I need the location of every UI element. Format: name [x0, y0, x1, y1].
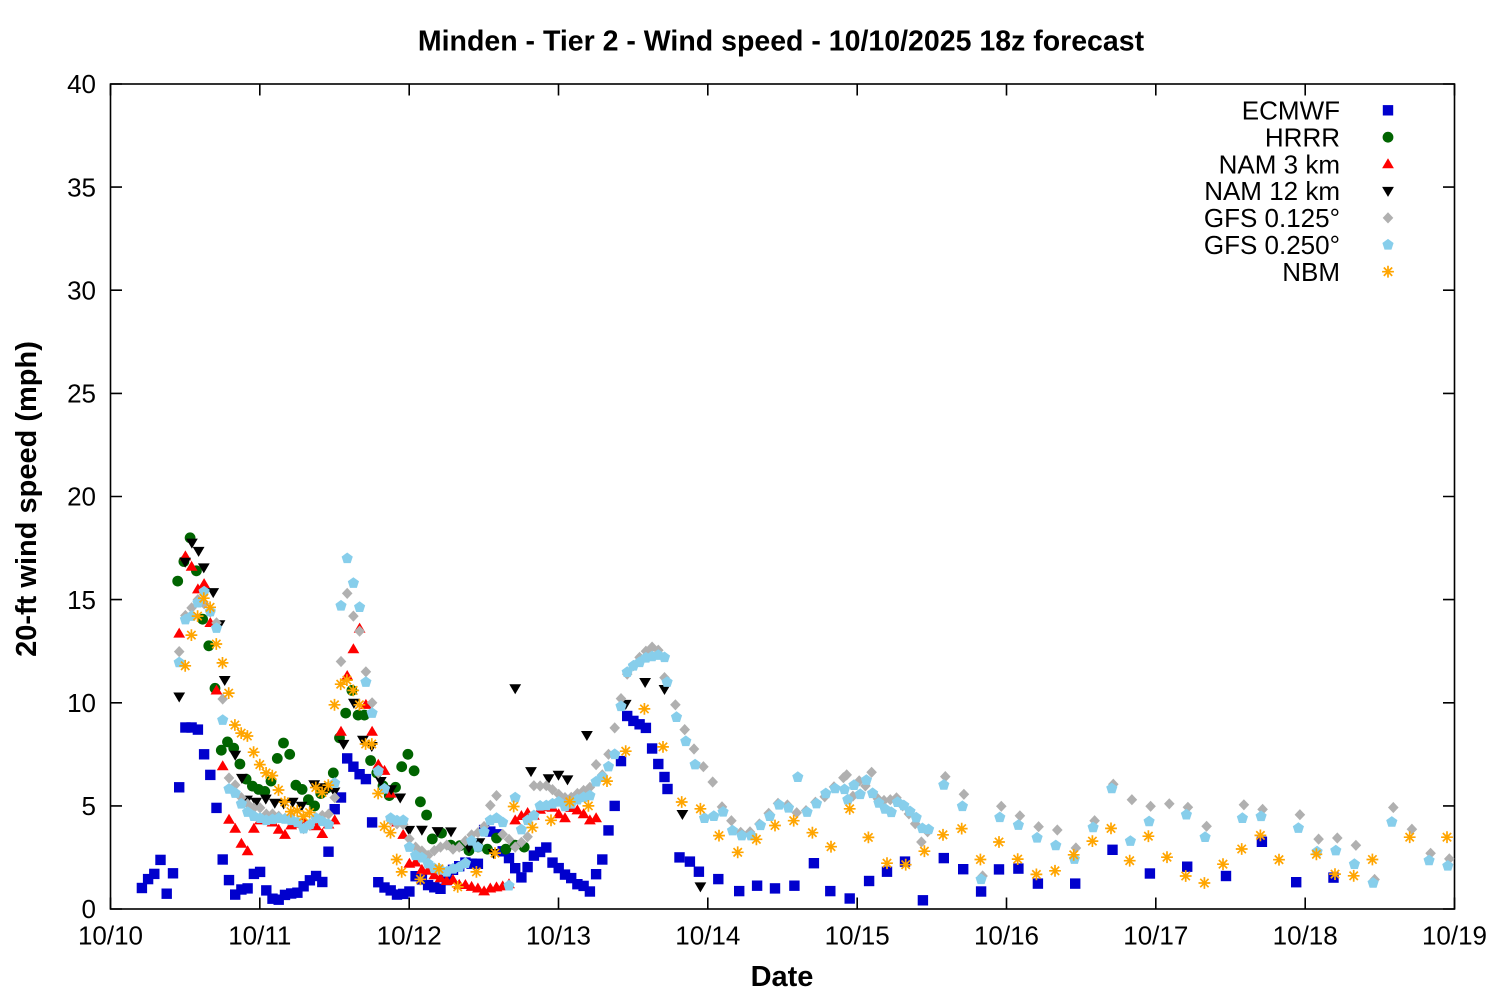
- svg-text:Minden - Tier 2 - Wind speed -: Minden - Tier 2 - Wind speed - 10/10/202…: [418, 26, 1145, 58]
- svg-text:15: 15: [67, 585, 96, 615]
- svg-text:10/11: 10/11: [228, 921, 291, 951]
- svg-text:5: 5: [82, 791, 96, 821]
- svg-text:GFS 0.250°: GFS 0.250°: [1204, 230, 1340, 260]
- svg-text:30: 30: [67, 275, 96, 305]
- svg-text:Date: Date: [751, 961, 814, 993]
- svg-text:0: 0: [82, 894, 96, 924]
- svg-text:10/13: 10/13: [526, 921, 591, 951]
- svg-text:ECMWF: ECMWF: [1242, 96, 1340, 126]
- svg-text:NAM 3 km: NAM 3 km: [1219, 149, 1340, 179]
- svg-text:10/17: 10/17: [1123, 921, 1188, 951]
- svg-text:10/16: 10/16: [974, 921, 1039, 951]
- svg-text:10/18: 10/18: [1273, 921, 1338, 951]
- svg-text:10/19: 10/19: [1422, 921, 1487, 951]
- svg-text:10/10: 10/10: [78, 921, 143, 951]
- svg-text:20: 20: [67, 482, 96, 512]
- svg-text:10/15: 10/15: [825, 921, 890, 951]
- svg-text:10/12: 10/12: [377, 921, 442, 951]
- svg-text:10/14: 10/14: [675, 921, 740, 951]
- svg-text:20-ft wind speed (mph): 20-ft wind speed (mph): [11, 341, 43, 657]
- svg-text:HRRR: HRRR: [1265, 122, 1340, 152]
- svg-text:NBM: NBM: [1282, 257, 1340, 287]
- svg-text:GFS 0.125°: GFS 0.125°: [1204, 203, 1340, 233]
- svg-text:10: 10: [67, 688, 96, 718]
- svg-text:25: 25: [67, 379, 96, 409]
- svg-text:35: 35: [67, 172, 96, 202]
- svg-text:NAM 12 km: NAM 12 km: [1204, 176, 1340, 206]
- svg-text:40: 40: [67, 69, 96, 99]
